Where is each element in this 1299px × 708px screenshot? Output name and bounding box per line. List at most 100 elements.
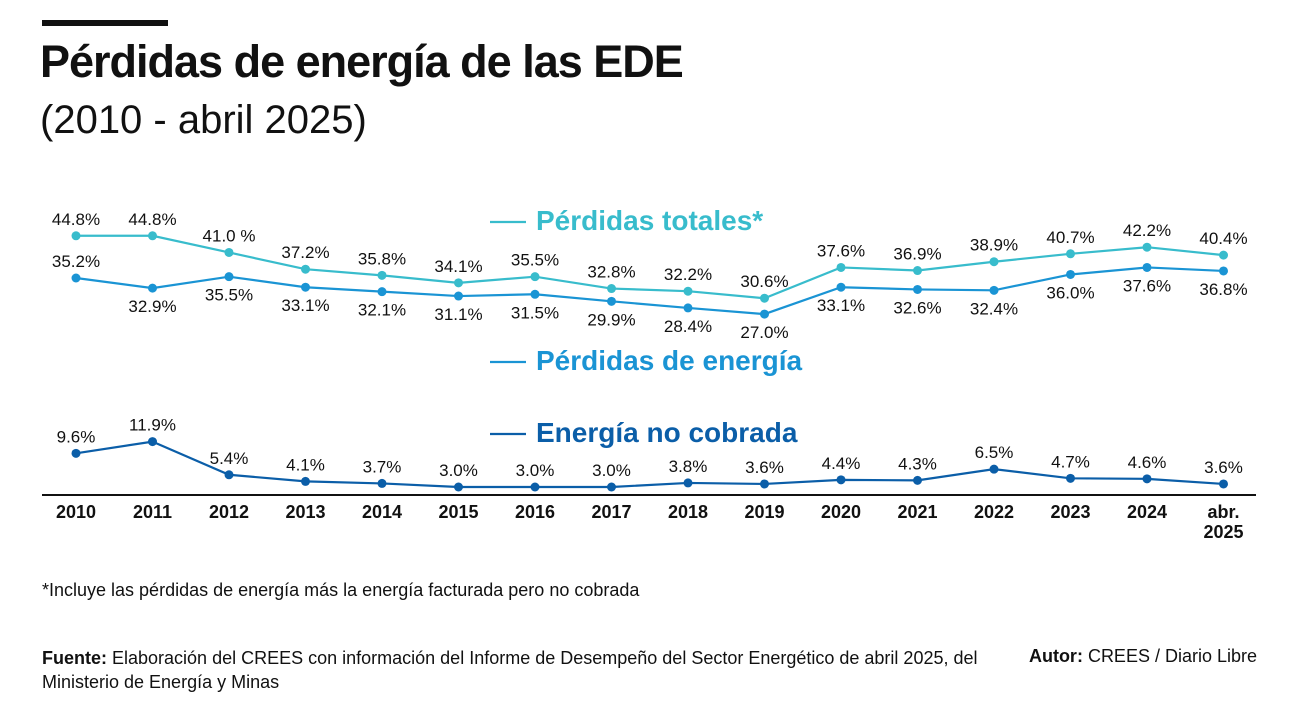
data-point [148,283,157,293]
data-point [1142,474,1152,484]
data-point [148,437,157,447]
x-tick-label: 2024 [1127,502,1167,522]
data-point [1142,262,1152,272]
data-label: 29.9% [587,310,635,329]
data-point [989,285,999,295]
data-point [1219,479,1228,489]
legend-label: Pérdidas de energía [536,345,803,376]
footnote: *Incluye las pérdidas de energía más la … [42,580,640,600]
data-label: 32.6% [893,298,941,317]
data-point [760,293,769,303]
data-label: 4.3% [898,454,937,473]
data-point [683,303,693,313]
data-point [1066,249,1075,259]
x-tick-label: 2014 [362,502,402,522]
data-label: 4.4% [822,454,861,473]
data-point [989,257,999,267]
data-point [148,231,157,241]
author-note: Autor: CREES / Diario Libre [1029,646,1257,667]
x-tick-label: 2022 [974,502,1014,522]
data-point [71,273,81,283]
data-label: 40.4% [1199,229,1247,248]
data-point [71,448,81,458]
data-label: 3.7% [363,457,402,476]
data-point [683,478,693,488]
source-label: Fuente: [42,648,107,668]
data-label: 3.6% [1204,458,1243,477]
data-point [224,247,234,257]
source-text: Elaboración del CREES con información de… [42,648,978,692]
data-label: 32.8% [587,263,635,282]
data-point [989,464,999,474]
data-label: 30.6% [740,272,788,291]
author-label: Autor: [1028,646,1083,666]
data-label: 11.9% [129,416,176,435]
x-tick-label: 2023 [1050,502,1090,522]
data-point [454,482,463,492]
data-label: 3.6% [745,458,784,477]
data-point [454,278,463,288]
data-point [377,287,387,297]
data-label: 37.2% [281,243,329,262]
data-label: 3.8% [669,457,708,476]
data-label: 38.9% [970,236,1018,255]
data-label: 36.0% [1046,283,1094,302]
data-point [836,475,846,485]
data-point [301,282,310,292]
x-tick-label: 2012 [209,502,249,522]
data-label: 41.0 % [203,226,256,245]
data-label: 33.1% [281,296,329,315]
data-point [301,264,310,274]
data-point [530,482,540,492]
author-text: CREES / Diario Libre [1082,646,1257,666]
x-tick-label: 2011 [133,502,172,522]
data-label: 31.5% [511,303,559,322]
series-line-0 [76,234,1224,300]
data-label: 37.6% [1123,276,1171,295]
data-label: 44.8% [52,210,100,229]
data-point [913,475,922,485]
data-point [913,284,922,294]
data-point [1219,250,1228,260]
data-label: 28.4% [664,317,712,336]
data-label: 35.5% [511,251,559,270]
data-point [760,309,769,319]
x-tick-label: 2020 [821,502,861,522]
data-point [760,479,769,489]
x-tick-label: 2019 [744,502,784,522]
data-label: 4.6% [1128,453,1167,472]
data-label: 37.6% [817,241,865,260]
data-label: 35.8% [358,249,406,268]
data-label: 9.6% [57,427,96,446]
x-tick-label: 2010 [56,502,96,522]
chart-subtitle: (2010 - abril 2025) [40,98,367,142]
data-label: 44.8% [128,210,176,229]
data-label: 3.0% [592,461,631,480]
series-line-1 [75,266,1224,316]
data-point [224,470,234,480]
source-note: Fuente: Elaboración del CREES con inform… [42,646,1002,694]
data-point [1066,269,1075,279]
data-point [607,482,616,492]
x-tick-label: 2015 [438,502,478,522]
data-label: 5.4% [210,449,249,468]
data-label: 36.9% [893,245,941,264]
data-label: 6.5% [975,443,1014,462]
data-label: 35.5% [205,286,253,305]
data-point [71,231,81,241]
data-point [224,272,234,282]
data-label: 32.9% [128,297,176,316]
data-point [683,286,693,296]
data-point [377,478,387,488]
data-label: 32.2% [664,265,712,284]
data-point [530,289,540,299]
data-label: 3.0% [516,461,555,480]
x-tick-label: 2013 [285,502,325,522]
data-point [454,291,463,301]
x-tick-label: 2016 [515,502,555,522]
data-point [1142,242,1152,252]
legend-label: Energía no cobrada [536,417,798,448]
x-tick-label: 2025 [1203,522,1243,542]
data-point [377,270,387,280]
x-tick-label: 2017 [591,502,631,522]
